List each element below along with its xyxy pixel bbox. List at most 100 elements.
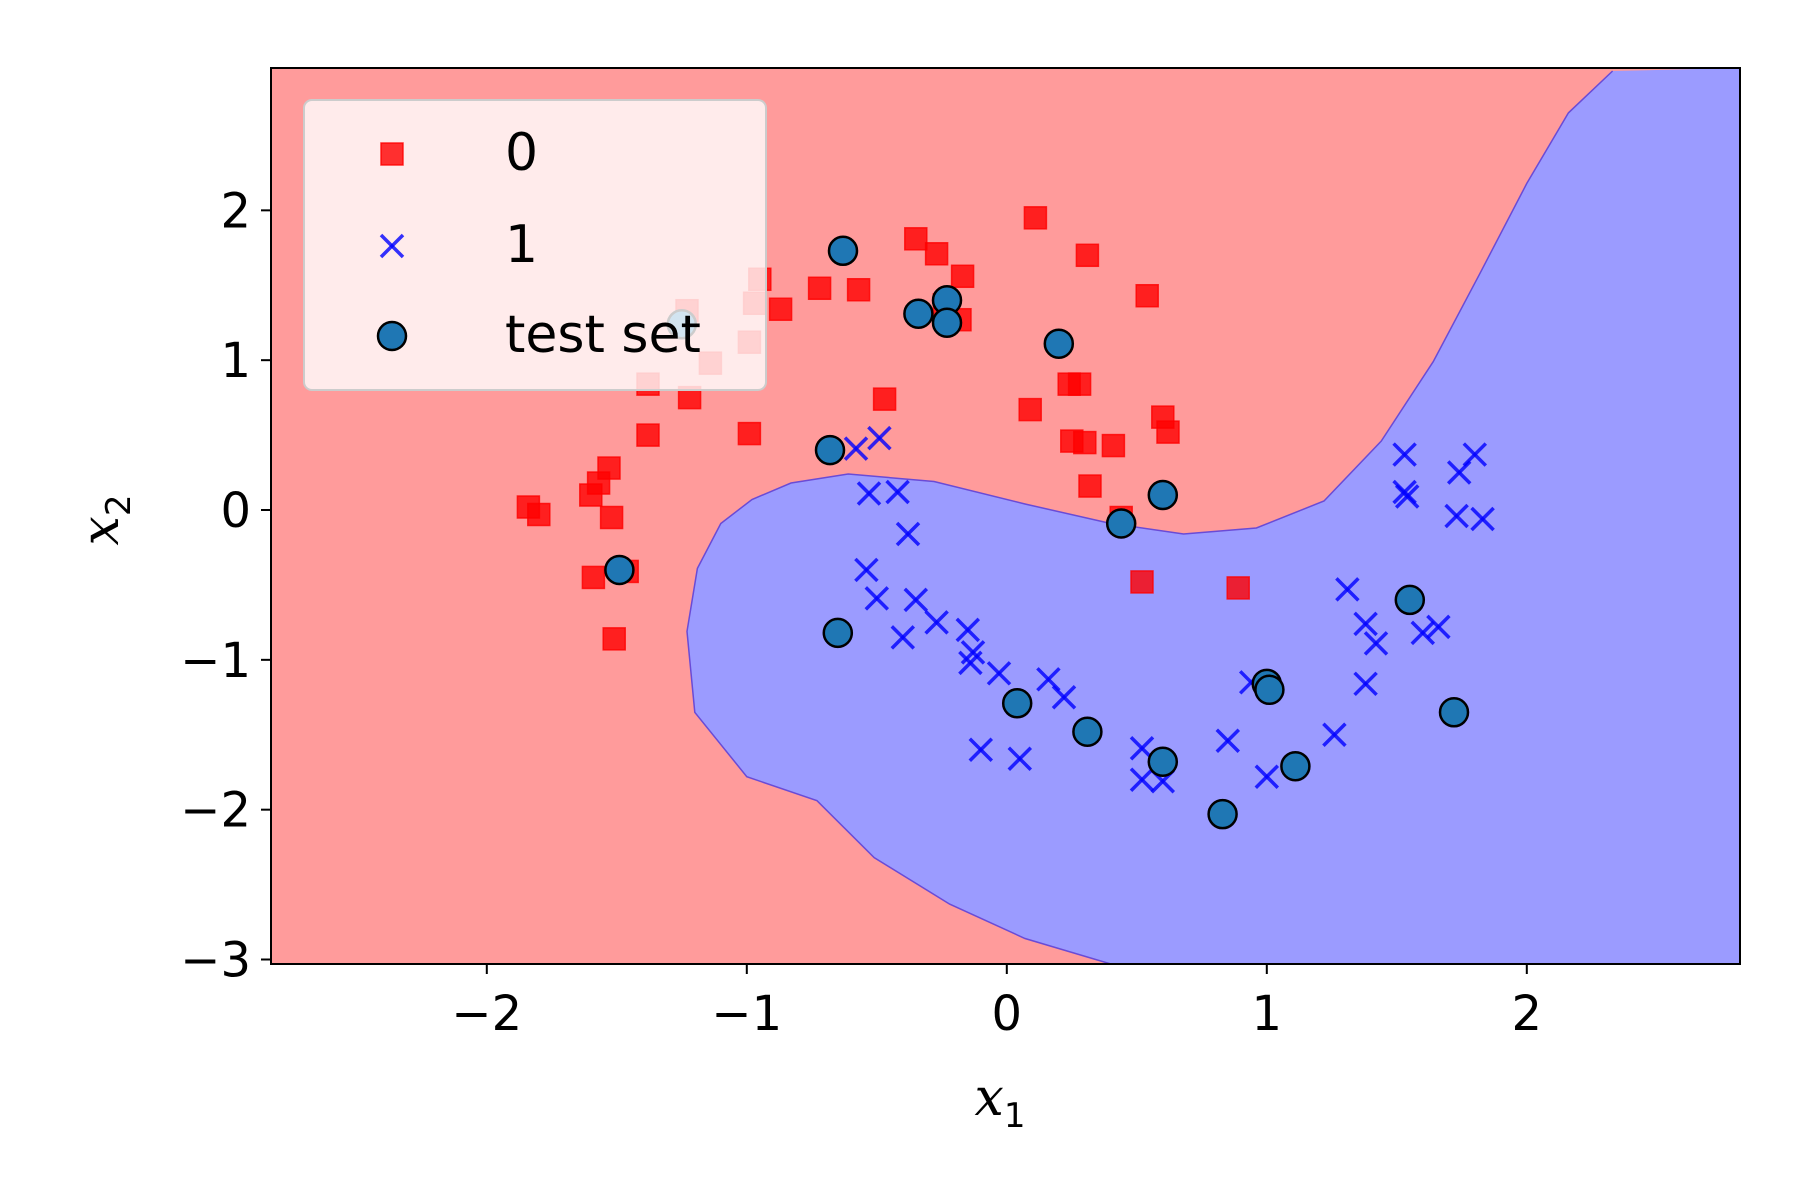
data-point-square — [1130, 570, 1154, 594]
data-point-square — [1067, 372, 1092, 396]
data-point-x — [1322, 722, 1347, 747]
data-point-circle — [1254, 674, 1285, 706]
legend-label-0: 0 — [505, 123, 538, 183]
data-point-x — [1335, 577, 1360, 602]
data-point-square — [597, 456, 621, 480]
y-axis-label-base: x — [71, 516, 131, 545]
decision-boundary — [686, 70, 1614, 964]
data-point-square — [737, 421, 762, 446]
data-point-circle — [814, 434, 846, 466]
y-tick-label: 2 — [220, 183, 251, 239]
data-point-circle — [1105, 508, 1137, 539]
legend-label-1: 1 — [505, 215, 538, 275]
data-point-square — [950, 264, 975, 289]
data-point-x — [856, 481, 882, 506]
legend-square-icon — [380, 142, 404, 166]
x-axis-label: x1 — [975, 1068, 1026, 1136]
y-axis-ticks: −3 −2 −1 0 1 2 — [180, 183, 271, 989]
x-axis-label-subscript: 1 — [1004, 1096, 1026, 1136]
data-point-x — [854, 557, 879, 583]
data-point-square — [807, 276, 832, 301]
legend-label-test-set: test set — [505, 305, 701, 365]
data-point-square — [924, 242, 949, 266]
data-point-x — [1129, 767, 1155, 792]
data-point-circle — [1394, 584, 1426, 616]
data-point-x — [864, 586, 890, 611]
data-point-square — [581, 565, 606, 590]
data-point-x — [1426, 614, 1451, 640]
data-point-square — [1018, 397, 1042, 422]
x-axis-label-base: x — [975, 1068, 1004, 1128]
data-point-x — [1254, 764, 1280, 789]
data-point-x — [955, 617, 981, 643]
data-point-x — [867, 425, 892, 451]
legend: 0 1 test set — [303, 99, 767, 391]
data-point-circle — [1207, 798, 1238, 830]
data-point-circle — [604, 554, 635, 586]
data-point-circle — [1280, 750, 1311, 782]
data-point-circle — [1147, 479, 1179, 511]
data-point-x — [1410, 620, 1436, 646]
data-point-x — [1363, 631, 1389, 656]
legend-circle-icon — [376, 320, 408, 352]
legend-marker-square — [380, 142, 404, 166]
x-tick-label: −2 — [451, 986, 522, 1042]
data-point-square — [1078, 474, 1102, 498]
x-tick-label: 1 — [1252, 986, 1283, 1042]
x-tick-label: −1 — [711, 986, 782, 1042]
data-point-square — [846, 278, 871, 302]
x-tick-label: 0 — [992, 986, 1023, 1042]
data-point-square — [1226, 576, 1250, 600]
data-point-x — [843, 436, 869, 461]
data-point-circle — [1438, 697, 1470, 728]
legend-marker-circle — [376, 320, 408, 352]
data-point-x — [903, 587, 929, 613]
data-point-x — [1444, 503, 1469, 529]
y-axis-label: x2 — [71, 495, 139, 546]
data-point-x — [968, 737, 994, 762]
y-tick-label: 0 — [220, 483, 251, 539]
y-tick-label: −1 — [180, 633, 251, 689]
data-point-square — [904, 227, 928, 251]
data-point-circle — [822, 617, 854, 649]
data-point-x — [1007, 746, 1033, 771]
data-point-square — [599, 505, 624, 530]
y-tick-label: −2 — [180, 783, 251, 839]
data-point-x — [1215, 728, 1241, 753]
data-point-circle — [931, 307, 963, 338]
data-point-circle — [903, 298, 934, 329]
data-point-x — [1392, 442, 1417, 467]
plot-area — [271, 68, 1740, 964]
data-point-square — [768, 297, 793, 321]
series-1-points — [843, 425, 1495, 794]
data-point-x — [986, 661, 1012, 686]
data-point-circle — [1072, 716, 1103, 748]
data-points — [516, 206, 1495, 830]
data-point-x — [1470, 506, 1495, 532]
data-point-x — [895, 521, 921, 547]
x-tick-label: 2 — [1512, 986, 1543, 1042]
data-point-circle — [1043, 328, 1075, 359]
data-point-x — [1353, 671, 1378, 697]
data-point-x — [924, 610, 949, 635]
data-point-square — [1135, 283, 1159, 308]
data-point-square — [1023, 206, 1048, 230]
x-axis-ticks: −2 −1 0 1 2 — [451, 964, 1542, 1042]
data-point-square — [602, 627, 626, 651]
data-point-square — [636, 423, 660, 447]
legend-box — [303, 99, 767, 391]
data-point-x — [1051, 685, 1077, 710]
data-point-square — [1156, 420, 1180, 444]
series-2-points — [604, 235, 1470, 830]
plot-frame — [270, 67, 1741, 965]
data-point-circle — [827, 235, 859, 267]
data-point-x — [1462, 442, 1488, 467]
legend-x-icon — [379, 233, 405, 259]
data-point-x — [885, 479, 910, 505]
class-1-region — [687, 68, 1740, 964]
data-point-square — [527, 502, 551, 527]
data-point-x — [958, 650, 983, 676]
data-point-x — [1394, 484, 1420, 509]
data-point-circle — [1001, 688, 1033, 719]
